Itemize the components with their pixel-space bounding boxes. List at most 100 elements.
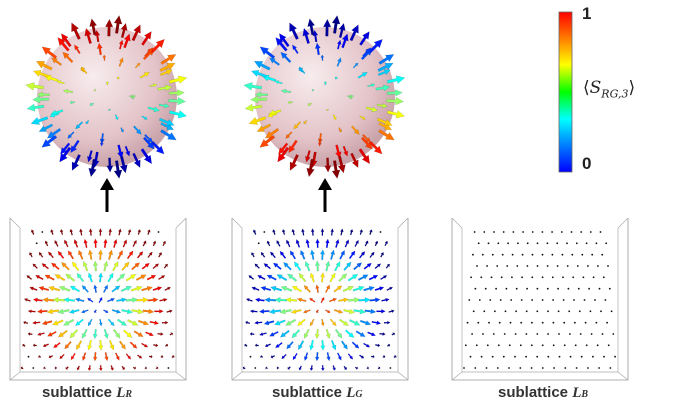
spin-arrow [286,340,294,350]
spin-arrow [338,318,349,326]
sphere-spin-arrow [320,54,325,61]
lattice-dot [598,367,600,369]
spin-arrow [149,320,160,325]
sphere-spin-arrow [253,61,271,71]
spin-arrow [344,239,350,248]
spin-arrow [300,249,306,260]
sphere-spin-arrow [359,31,370,46]
lattice-dot [510,299,513,301]
spin-arrow [269,330,279,337]
spin-arrow [352,285,365,292]
spin-arrow [343,261,352,271]
spin-arrow [279,329,290,338]
lattice-dot [552,299,554,301]
spin-arrow [364,308,377,315]
spin-arrow [276,239,281,247]
spin-arrow [384,240,389,247]
spin-arrow [310,249,315,260]
spin-arrow [393,354,397,359]
sphere-spin-arrow [358,148,370,165]
lattice-dot [521,276,523,279]
spin-arrow [69,285,81,293]
spin-arrow [71,261,80,272]
lattice-dot [547,333,549,335]
lattice-dot [509,321,512,324]
sphere-spin-arrow [259,46,276,59]
lattice-dot [472,310,475,313]
spin-arrow [159,297,168,302]
sphere-spin-arrow [36,91,51,98]
spin-arrow [126,250,134,260]
spin-arrow [141,262,150,270]
spin-arrow [120,285,133,292]
lattice-dot [582,276,585,279]
lattice-dot [530,367,533,369]
mapping-arrow-G [318,178,332,212]
lattice-dot [592,355,594,358]
lattice-dot [511,276,513,279]
mapping-arrow-R [100,178,114,212]
spin-arrow [260,251,266,258]
spin-arrow [264,343,272,348]
spin-arrow [47,251,54,259]
lattice-dot [468,299,471,301]
spin-arrow [309,339,315,351]
sphere-spin-arrow [60,142,71,155]
lattice-dot [516,265,519,267]
lattice-dot [541,276,544,279]
sphere-spin-arrow [160,122,175,130]
spin-arrow [279,308,292,315]
lattice-dot [584,321,587,324]
spin-arrow [104,352,109,362]
spin-arrow [93,284,98,294]
spin-arrow [348,250,356,260]
lattice-dot [571,253,574,256]
spin-arrow [32,263,38,269]
sphere-spin-arrow [107,108,112,111]
sphere-spin-arrow [302,27,310,44]
spin-arrow [296,297,307,303]
spin-arrow [157,332,164,336]
sphere-spin-arrow [59,146,72,163]
spin-arrow [114,352,120,361]
spin-arrow [351,341,360,349]
lattice-dot [263,231,266,233]
lattice-dot [531,276,534,279]
lattice-dot [519,367,522,369]
sphere-spin-arrow [341,33,349,49]
lattice-dot [477,321,480,324]
spin-arrow [290,308,302,314]
spin-arrow [298,340,305,351]
lattice-dot [497,344,500,347]
lattice-dot [585,242,588,245]
lattice-dot [577,287,580,290]
spin-arrow [339,249,345,260]
spin-arrow [268,308,282,315]
sphere-spin-arrow [244,103,263,112]
lattice-dot [558,355,561,358]
lattice-dot [525,355,527,358]
spin-arrow [146,229,151,235]
sphere-spin-arrow [69,100,75,105]
spin-arrow [254,297,265,303]
lattice-dot [588,287,590,290]
spin-arrow [127,319,139,326]
spin-arrow [358,354,365,359]
spin-arrow [141,285,153,292]
lattice-dot [536,287,539,290]
spin-arrow [330,249,335,260]
sphere-spin-arrow [96,42,103,56]
spin-arrow [325,260,331,272]
spin-arrow [367,331,377,337]
spin-arrow [253,320,263,325]
sphere-spin-arrow [56,80,65,85]
sphere-spin-arrow [338,22,346,39]
spin-arrow [289,250,297,260]
spin-arrow [260,354,264,359]
spin-arrow [164,286,172,291]
sphere-spin-arrow [323,81,328,86]
sphere-spin-arrow [132,152,141,169]
sphere-spin-arrow [133,125,142,135]
sphere-spin-arrow [71,22,81,40]
spin-arrow [137,229,142,236]
